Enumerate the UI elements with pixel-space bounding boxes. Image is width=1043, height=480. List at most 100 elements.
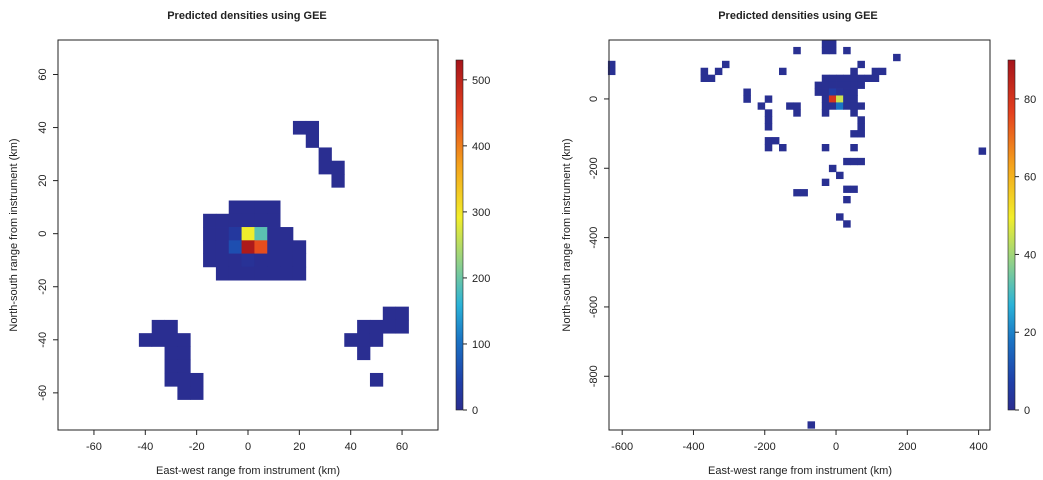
heatmap-cell — [241, 213, 255, 228]
heatmap-cell — [369, 333, 384, 347]
heatmap-cell — [267, 227, 281, 241]
heatmap-cell — [369, 319, 384, 334]
heatmap-cell — [779, 144, 787, 152]
heatmap-cell — [843, 185, 851, 193]
heatmap-cell — [280, 227, 294, 241]
heatmap-cell — [843, 46, 851, 55]
heatmap-cell — [714, 67, 723, 76]
y-tick-label: 20 — [37, 174, 49, 186]
heatmap-cell — [821, 102, 830, 110]
heatmap-cell — [821, 178, 830, 186]
heatmap-cell — [850, 67, 858, 76]
heatmap-cell — [267, 253, 281, 268]
heatmap-cell — [241, 266, 255, 281]
heatmap-cell — [267, 240, 281, 254]
heatmap-cell — [857, 74, 865, 82]
x-axis-label: East-west range from instrument (km) — [156, 465, 340, 477]
heatmap-cell — [857, 60, 865, 69]
heatmap-cell — [843, 88, 851, 96]
heatmap-cell — [292, 266, 307, 281]
heatmap-cell — [821, 144, 830, 152]
heatmap-cell — [850, 130, 858, 138]
heatmap-cell — [254, 253, 268, 268]
heatmap-cell — [267, 266, 281, 281]
chart-left: Predicted densities using GEE -60 -40 -20 0… — [8, 10, 490, 477]
heatmap-cell — [821, 40, 830, 48]
x-tick-label: 40 — [345, 441, 357, 453]
heatmap-cell — [764, 144, 773, 152]
heatmap-cell — [292, 240, 307, 254]
heatmap-cell — [215, 227, 230, 241]
heatmap-cell — [821, 74, 830, 82]
x-tick-label: 60 — [396, 441, 408, 453]
heatmap-cell — [203, 240, 217, 254]
heatmap-cell — [331, 173, 345, 188]
heatmap-cell — [871, 74, 880, 82]
heatmap-cell — [164, 372, 178, 387]
heatmap-cell — [850, 74, 858, 82]
heatmap-cell — [177, 359, 191, 374]
heatmap-cell — [850, 185, 858, 193]
heatmap-cell — [254, 200, 268, 215]
heatmap-cell — [786, 102, 794, 110]
colorbar-tick-label: 0 — [1024, 405, 1030, 417]
y-tick-label: 0 — [588, 96, 600, 102]
heatmap-cell — [203, 253, 217, 268]
x-tick-label: -600 — [611, 441, 633, 453]
heatmap-cell — [190, 386, 204, 400]
heatmap-cell — [267, 213, 281, 228]
heatmap-cell — [607, 67, 616, 76]
heatmap-cell — [850, 157, 858, 166]
heatmap-cell — [764, 137, 773, 145]
heatmap-cell — [280, 253, 294, 268]
heatmap-cell — [305, 120, 320, 135]
heatmap-cell — [828, 95, 837, 103]
y-tick-label: 40 — [37, 121, 49, 133]
heatmap-cell — [843, 220, 851, 228]
x-tick-label: -40 — [137, 441, 153, 453]
y-tick-label: -200 — [588, 157, 600, 179]
heatmap-cell — [828, 88, 837, 96]
heatmap-cell — [164, 333, 178, 347]
colorbar — [1007, 59, 1016, 411]
heatmap-cell — [836, 171, 844, 180]
heatmap-cell — [850, 81, 858, 89]
heatmap-cell — [857, 157, 865, 166]
heatmap-cell — [241, 240, 255, 254]
heatmap-cell — [228, 266, 242, 281]
heatmap-cell — [828, 40, 837, 48]
y-tick-label: -60 — [37, 385, 49, 401]
x-tick-label: 20 — [293, 441, 305, 453]
heatmap-cell — [177, 333, 191, 347]
heatmap-cells — [138, 120, 409, 400]
heatmap-cell — [857, 81, 865, 89]
heatmap-cell — [843, 95, 851, 103]
x-tick-label: 400 — [969, 441, 987, 453]
colorbar-tick-label: 200 — [472, 273, 490, 285]
x-axis-ticks: -60 -40 -20 0 20 40 60 — [86, 430, 408, 453]
heatmap-cell — [292, 253, 307, 268]
y-tick-label: 0 — [37, 231, 49, 237]
heatmap-cell — [771, 137, 780, 145]
heatmap-cell — [836, 81, 844, 89]
heatmap-cell — [254, 240, 268, 254]
heatmap-cell — [793, 102, 801, 110]
y-tick-label: -40 — [37, 332, 49, 348]
heatmap-cell — [164, 359, 178, 374]
heatmap-cell — [177, 346, 191, 361]
heatmap-cell — [254, 227, 268, 241]
plot-frame — [608, 39, 991, 431]
chart-right: Predicted densities using GEE -600 -400 -2… — [561, 10, 1036, 477]
heatmap-cell — [700, 74, 709, 82]
colorbar-tick-label: 400 — [472, 141, 490, 153]
heatmap-cell — [344, 333, 358, 347]
chart-title: Predicted densities using GEE — [167, 10, 327, 22]
colorbar-tick-label: 300 — [472, 207, 490, 219]
heatmap-cell — [607, 60, 616, 69]
heatmap-cell — [764, 95, 773, 103]
heatmap-cell — [241, 253, 255, 268]
heatmap-cell — [382, 319, 397, 334]
y-tick-label: -400 — [588, 227, 600, 249]
heatmap-cell — [857, 130, 865, 138]
colorbar-ticks: 0 20 40 60 80 — [1015, 94, 1036, 417]
